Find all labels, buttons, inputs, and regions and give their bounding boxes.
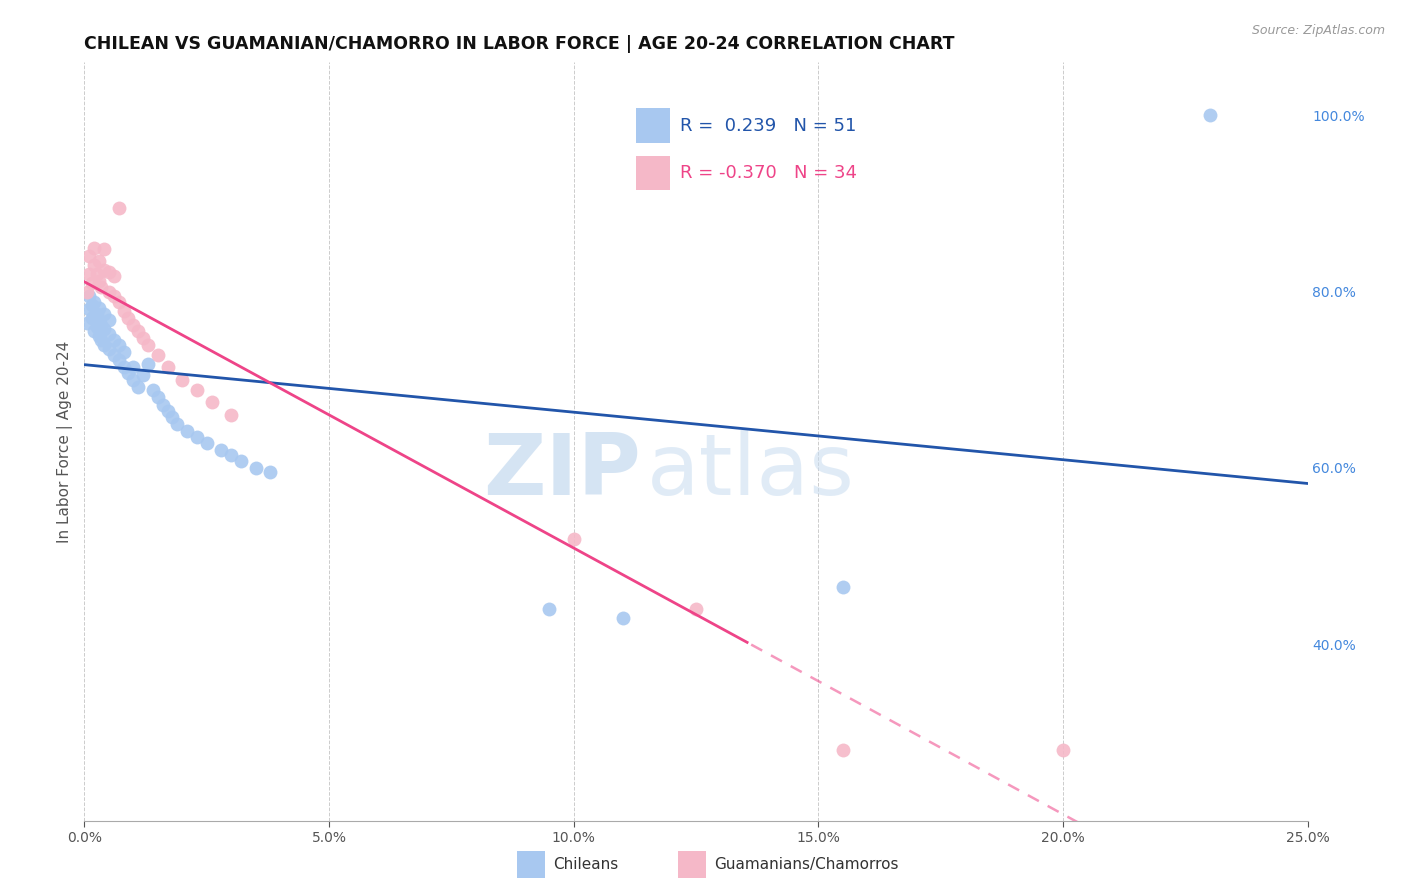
Point [1052,743,1074,757]
Point [90,333,112,347]
Point [200,395,222,409]
Point [229,454,252,468]
Point [80,276,103,290]
Text: ZIP: ZIP [484,430,641,514]
Point [107,295,129,310]
Point [87,253,110,268]
Point [86,307,108,321]
Point [136,357,159,371]
Point [83,258,105,272]
Point [83,310,105,324]
Text: R =  0.239   N = 51: R = 0.239 N = 51 [681,117,856,135]
Point [152,397,174,411]
Point [166,417,188,431]
Point [146,391,169,405]
Point [127,324,149,338]
Text: atlas: atlas [647,430,855,514]
Point [219,408,242,422]
Point [107,353,129,368]
Point [259,466,281,480]
Point [97,265,120,279]
Point [77,302,100,317]
Point [186,384,208,398]
Point [93,262,115,277]
Point [195,436,218,450]
Point [162,409,184,424]
Point [685,602,707,616]
Point [90,280,112,294]
Point [103,268,125,283]
Point [156,403,179,417]
Point [103,289,125,303]
Point [146,348,169,362]
Point [97,342,120,356]
Point [831,580,853,594]
Point [132,368,155,383]
Point [103,348,125,362]
Point [93,321,115,335]
Point [156,359,179,374]
Point [112,304,135,318]
Point [107,337,129,351]
Point [97,326,120,341]
Point [142,384,165,398]
Point [87,328,110,343]
Point [112,359,135,374]
Point [107,201,129,215]
Point [97,285,120,299]
Point [87,301,110,315]
Point [562,532,585,546]
Point [538,602,561,616]
Point [831,743,853,757]
Point [83,324,105,338]
Point [97,313,120,327]
Point [127,380,149,394]
Point [80,311,103,326]
Point [86,320,108,334]
Point [83,295,105,310]
Point [245,461,267,475]
FancyBboxPatch shape [636,155,669,190]
Point [90,318,112,333]
Point [219,448,242,462]
Point [76,285,98,299]
FancyBboxPatch shape [517,851,546,878]
Y-axis label: In Labor Force | Age 20-24: In Labor Force | Age 20-24 [58,341,73,542]
Point [122,373,145,387]
Point [122,359,145,374]
Point [93,243,115,257]
Point [117,311,139,326]
FancyBboxPatch shape [636,108,669,144]
Text: Chileans: Chileans [554,857,619,871]
Point [176,424,198,438]
Point [86,267,108,281]
Point [612,611,634,625]
FancyBboxPatch shape [678,851,706,878]
Point [136,337,159,351]
Point [122,318,145,333]
Point [186,430,208,444]
Point [80,298,103,312]
Point [77,267,100,281]
Point [172,373,194,387]
Point [77,289,100,303]
Text: Guamanians/Chamorros: Guamanians/Chamorros [714,857,898,871]
Text: Source: ZipAtlas.com: Source: ZipAtlas.com [1251,24,1385,37]
Point [1198,108,1220,122]
Point [87,313,110,327]
Point [112,344,135,359]
Point [209,443,232,458]
Point [117,366,139,380]
Point [87,274,110,288]
Point [76,316,98,330]
Text: R = -0.370   N = 34: R = -0.370 N = 34 [681,164,858,182]
Point [93,337,115,351]
Point [77,249,100,263]
Point [132,330,155,344]
Point [103,333,125,347]
Text: CHILEAN VS GUAMANIAN/CHAMORRO IN LABOR FORCE | AGE 20-24 CORRELATION CHART: CHILEAN VS GUAMANIAN/CHAMORRO IN LABOR F… [84,35,955,53]
Point [83,241,105,255]
Point [93,307,115,321]
